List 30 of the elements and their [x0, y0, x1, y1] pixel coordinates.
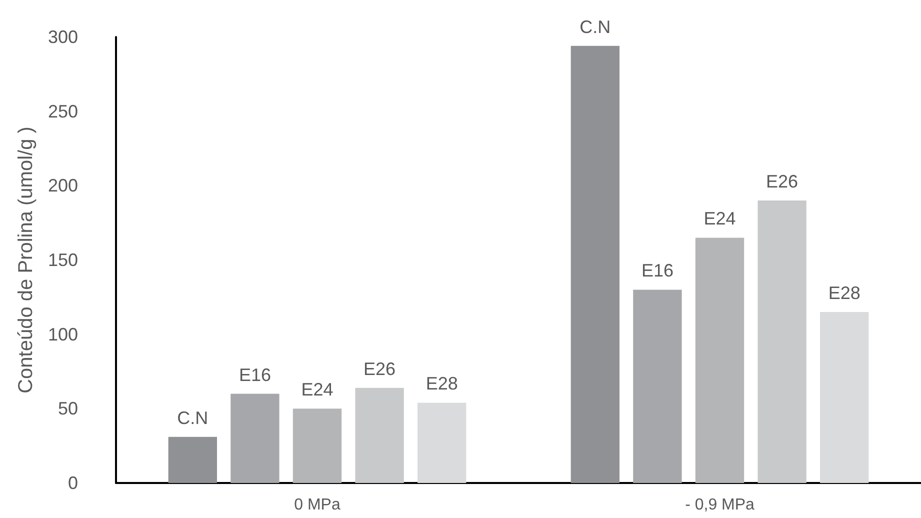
- x-tick-label: - 0,9 MPa: [685, 496, 755, 514]
- bar: [355, 388, 404, 483]
- y-tick-label: 100: [48, 324, 78, 344]
- bar: [292, 408, 342, 483]
- x-tick-label: 0 MPa: [294, 496, 340, 514]
- series-label: E16: [238, 364, 271, 385]
- y-tick-label: 0: [68, 473, 78, 493]
- text: E24: [704, 208, 736, 229]
- bar: [758, 200, 806, 483]
- y-tick-label: 150: [48, 250, 78, 270]
- bar: [418, 402, 466, 483]
- series-label: E24: [301, 380, 334, 400]
- bar: [570, 46, 620, 483]
- y-tick-label: 200: [48, 176, 78, 196]
- bar: [168, 436, 217, 483]
- y-axis-title: Conteúdo de Prolina (umol/g ): [15, 126, 37, 394]
- bar: [695, 238, 744, 483]
- bar: [230, 394, 280, 483]
- y-tick-label: 300: [48, 27, 78, 47]
- text: E26: [766, 172, 798, 192]
- y-tick-label: 50: [58, 398, 78, 419]
- bar: [820, 312, 869, 483]
- text: E28: [828, 283, 860, 304]
- series-label: E26: [364, 358, 396, 379]
- series-label: E28: [426, 374, 458, 394]
- bar: [633, 290, 682, 483]
- text: E16: [641, 260, 674, 281]
- text: C.N: [580, 16, 611, 37]
- y-tick-label: 250: [48, 101, 78, 122]
- series-label: C.N: [177, 408, 208, 428]
